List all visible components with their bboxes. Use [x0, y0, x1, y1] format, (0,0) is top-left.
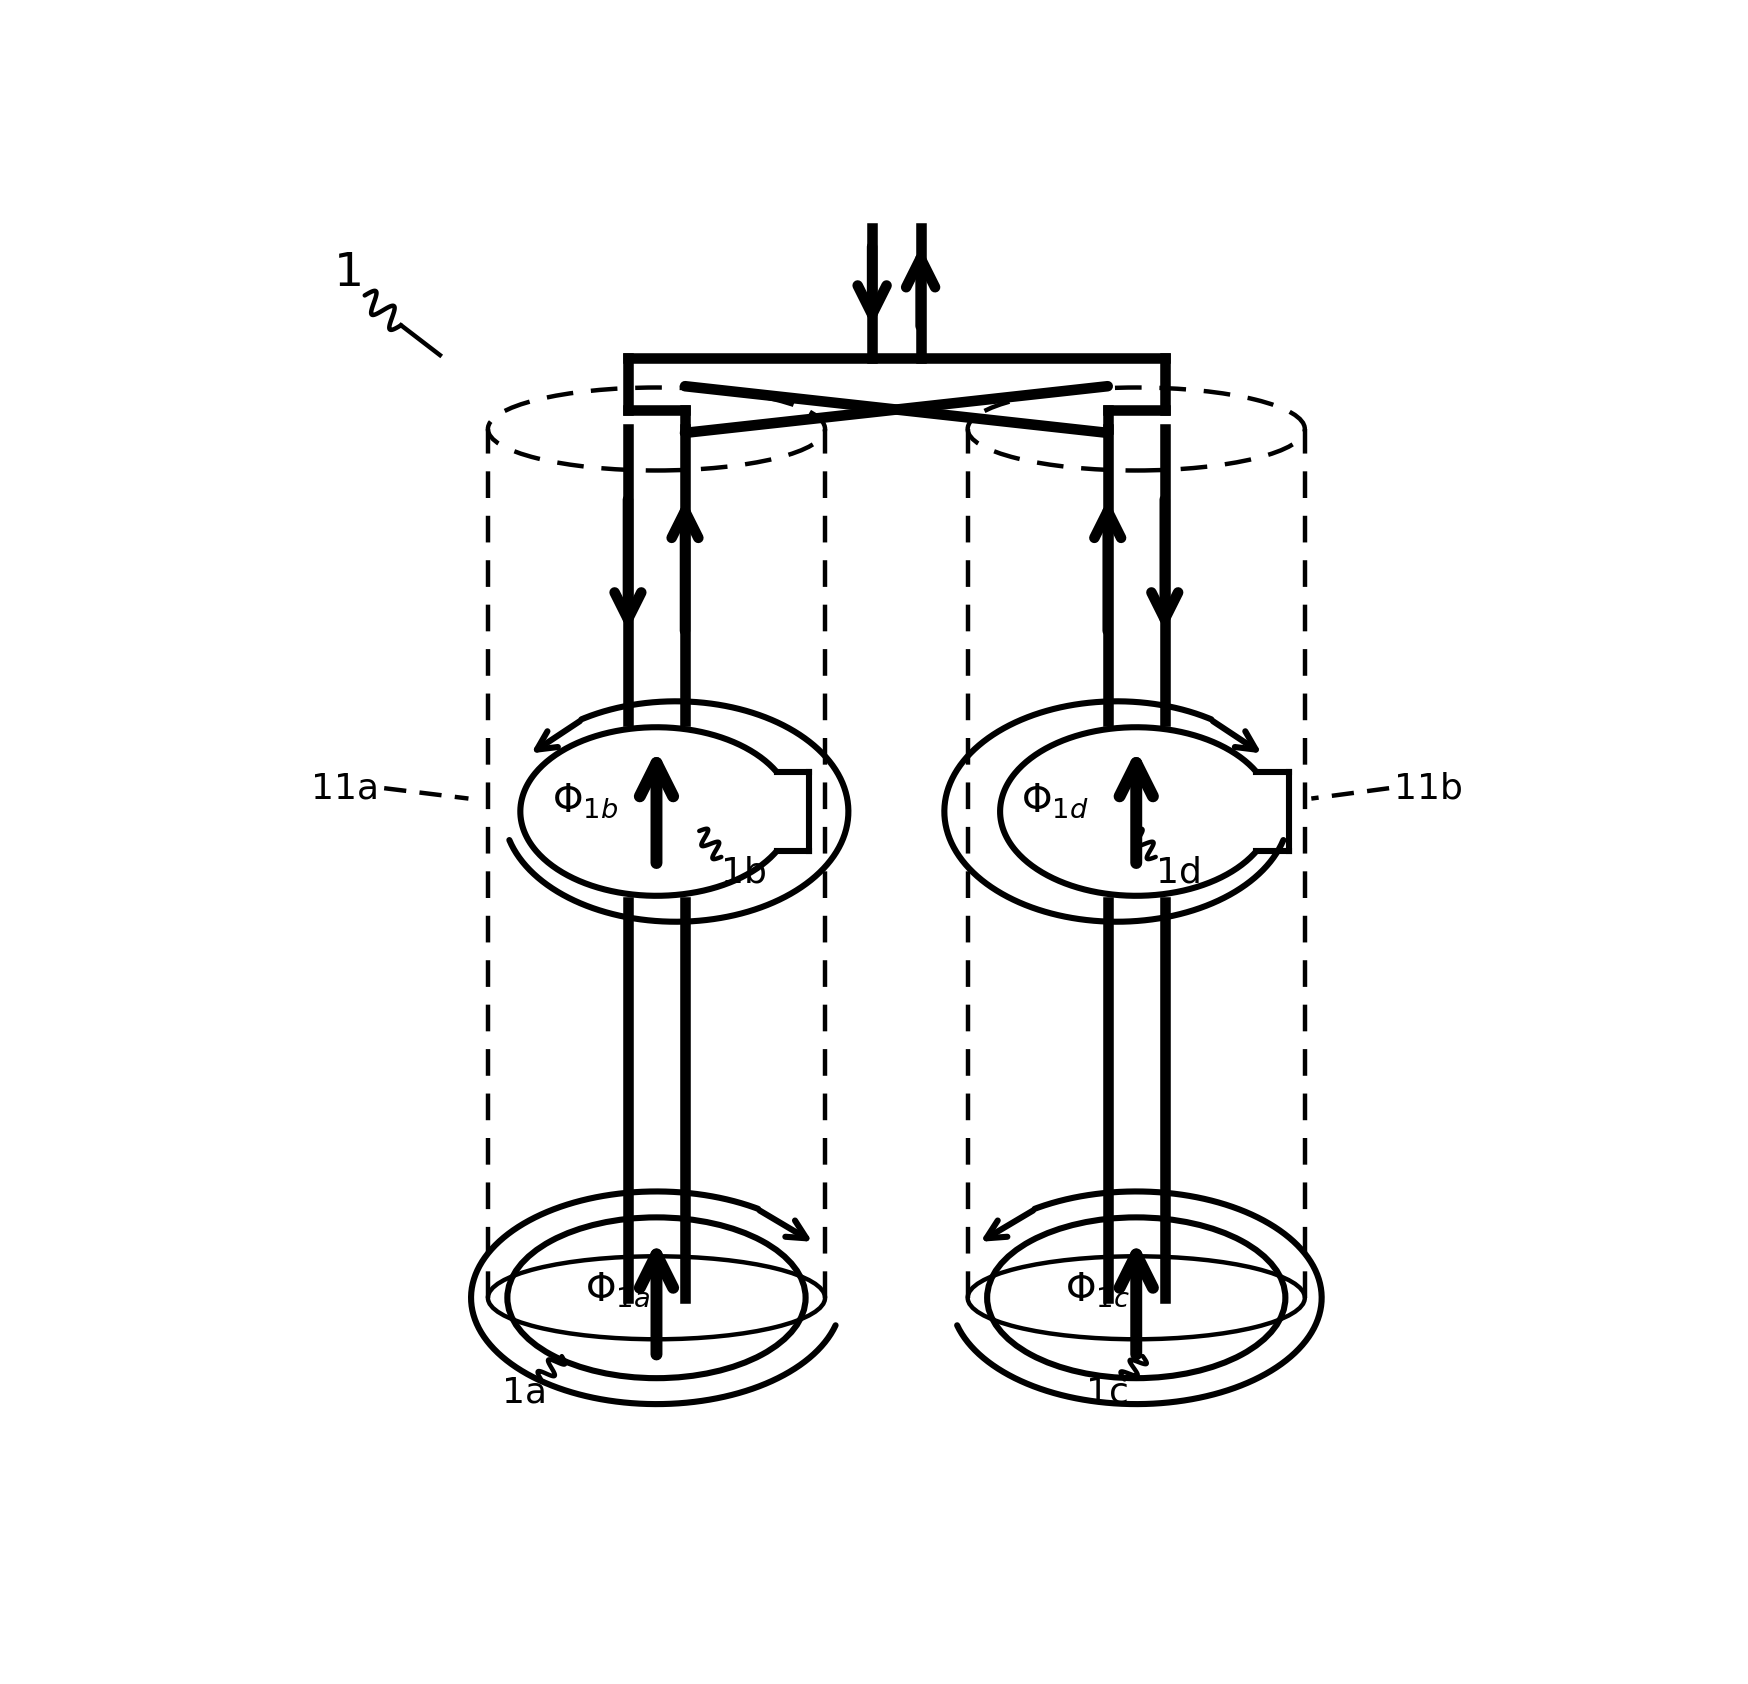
Text: $\Phi_{1c}$: $\Phi_{1c}$: [1065, 1271, 1129, 1308]
Text: 1c: 1c: [1086, 1376, 1129, 1410]
Text: 1a: 1a: [502, 1376, 547, 1410]
Text: $\Phi_{1d}$: $\Phi_{1d}$: [1021, 781, 1087, 820]
Text: 11a: 11a: [311, 771, 379, 805]
Text: 11b: 11b: [1393, 771, 1461, 805]
Text: 1d: 1d: [1155, 855, 1201, 889]
Text: 1b: 1b: [720, 855, 767, 889]
Text: $\Phi_{1b}$: $\Phi_{1b}$: [552, 781, 619, 820]
Text: $\Phi_{1a}$: $\Phi_{1a}$: [584, 1271, 650, 1308]
Text: 1: 1: [334, 251, 364, 296]
